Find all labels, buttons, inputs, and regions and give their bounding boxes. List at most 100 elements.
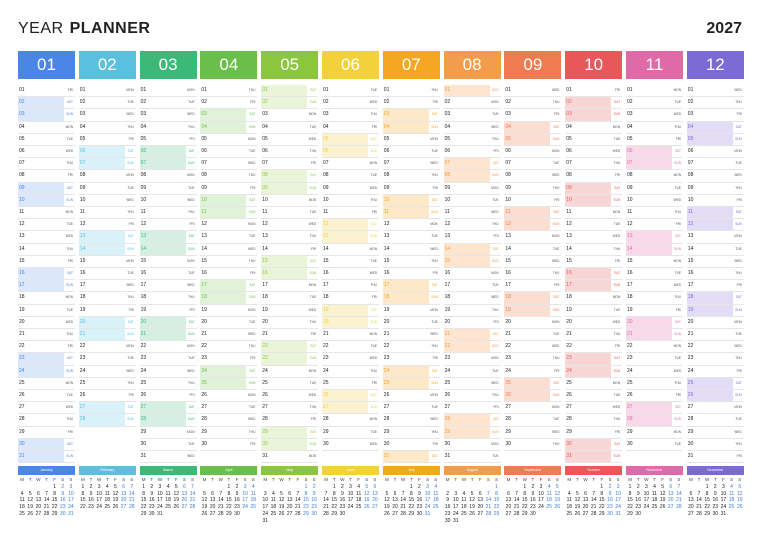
day-row[interactable]: 02 TUE <box>78 97 136 110</box>
day-row[interactable]: 29 THU <box>200 427 258 439</box>
day-row[interactable]: 05 SAT <box>322 133 379 146</box>
day-row[interactable]: 07 FRI <box>261 158 319 171</box>
day-row[interactable]: 18 THU <box>626 292 683 305</box>
day-row[interactable]: 02 TUE <box>139 97 197 110</box>
day-row[interactable]: 08 TUE <box>322 170 379 183</box>
day-row[interactable]: 16 TUE <box>78 268 136 281</box>
day-row[interactable]: 23 THU <box>504 353 562 366</box>
day-row[interactable]: 02 TUE <box>626 97 683 110</box>
day-row[interactable]: 29 WED <box>504 427 562 439</box>
day-row[interactable]: 04 MON <box>565 122 623 134</box>
day-row[interactable]: 12 THU <box>443 219 501 232</box>
day-row[interactable]: 01 MON <box>139 85 197 98</box>
day-row[interactable]: 13 FRI <box>443 231 501 244</box>
day-row[interactable]: 30 FRI <box>382 439 440 451</box>
day-row[interactable]: 11 SUN <box>200 207 258 220</box>
day-row[interactable]: 19 SUN <box>686 304 744 317</box>
day-row[interactable]: 05 WED <box>261 134 319 146</box>
day-row[interactable]: 01 FRI <box>18 85 75 98</box>
day-row[interactable]: 24 THU <box>322 366 379 378</box>
day-row[interactable]: 20 MON <box>686 317 744 329</box>
day-row[interactable]: 24 FRI <box>504 366 562 378</box>
day-row[interactable]: 02 THU <box>686 97 744 110</box>
day-row[interactable]: 01 WED <box>686 85 744 98</box>
day-row[interactable]: 08 SAT <box>261 170 319 183</box>
day-row[interactable]: 28 SAT <box>443 414 501 427</box>
day-row[interactable]: 01 TUE <box>322 85 379 98</box>
day-row[interactable]: 04 SAT <box>504 121 562 134</box>
day-row[interactable]: 03 SUN <box>565 109 623 122</box>
day-row[interactable]: 11 SAT <box>686 207 744 220</box>
day-row[interactable]: 28 THU <box>18 414 75 427</box>
day-row[interactable]: 16 SAT <box>565 268 623 281</box>
day-row[interactable]: 20 THU <box>261 317 319 329</box>
day-row[interactable]: 05 MON <box>200 134 258 146</box>
day-row[interactable]: 04 SAT <box>686 121 744 134</box>
day-row[interactable]: 26 THU <box>443 390 501 403</box>
day-row[interactable]: 04 THU <box>626 122 683 134</box>
day-row[interactable]: 08 MON <box>78 170 136 183</box>
day-row[interactable]: 14 FRI <box>261 244 319 256</box>
day-row[interactable]: 04 SUN <box>200 121 258 134</box>
day-row[interactable]: 20 MON <box>504 317 562 329</box>
day-row[interactable]: 10 SAT <box>382 194 440 207</box>
day-row[interactable]: 31 SUN <box>565 451 623 464</box>
day-row[interactable]: 22 MON <box>626 341 683 354</box>
day-row[interactable]: 25 SUN <box>200 377 258 390</box>
day-row[interactable]: 28 THU <box>565 414 623 427</box>
day-row[interactable]: 19 THU <box>443 305 501 317</box>
day-row[interactable]: 19 SAT <box>322 304 379 317</box>
day-row[interactable]: 12 TUE <box>18 219 75 232</box>
day-row[interactable]: 29 SUN <box>443 426 501 439</box>
day-row[interactable]: 30 SUN <box>261 438 319 451</box>
day-row[interactable]: 15 FRI <box>18 256 75 268</box>
day-row[interactable]: 23 TUE <box>78 353 136 366</box>
day-row[interactable]: 13 TUE <box>382 231 440 244</box>
day-row[interactable]: 04 THU <box>139 122 197 134</box>
day-row[interactable]: 15 MON <box>139 256 197 268</box>
day-row[interactable]: 28 WED <box>382 414 440 427</box>
day-row[interactable]: 10 SUN <box>565 194 623 207</box>
day-row[interactable]: 26 WED <box>261 390 319 403</box>
day-row[interactable]: 14 SUN <box>139 243 197 256</box>
day-row[interactable]: 13 MON <box>686 231 744 244</box>
day-row[interactable]: 21 FRI <box>261 329 319 342</box>
day-row[interactable]: 13 SUN <box>322 231 379 244</box>
day-row[interactable]: 10 SAT <box>200 194 258 207</box>
day-row[interactable]: 23 SAT <box>565 353 623 366</box>
day-row[interactable]: 07 SAT <box>443 158 501 171</box>
day-row[interactable]: 20 SAT <box>626 316 683 329</box>
day-row[interactable]: 25 SAT <box>504 377 562 390</box>
day-row[interactable]: 19 FRI <box>139 305 197 317</box>
day-row[interactable]: 19 FRI <box>626 305 683 317</box>
day-row[interactable]: 01 SAT <box>261 85 319 98</box>
day-row[interactable]: 07 WED <box>382 158 440 171</box>
day-row[interactable]: 03 WED <box>78 109 136 122</box>
day-row[interactable]: 30 WED <box>322 439 379 451</box>
day-row[interactable]: 12 SUN <box>504 219 562 232</box>
day-row[interactable]: 26 FRI <box>139 390 197 403</box>
day-row[interactable]: 26 SUN <box>686 390 744 403</box>
day-row[interactable]: 27 MON <box>504 402 562 415</box>
day-row[interactable]: 22 MON <box>78 341 136 354</box>
day-row[interactable]: 19 WED <box>261 305 319 317</box>
day-row[interactable]: 21 SAT <box>443 329 501 342</box>
day-row[interactable]: 17 SAT <box>382 280 440 293</box>
day-row[interactable]: 03 SAT <box>382 109 440 122</box>
day-row[interactable]: 01 SUN <box>443 85 501 98</box>
day-row[interactable]: 18 TUE <box>261 292 319 305</box>
day-row[interactable]: 29 FRI <box>565 427 623 439</box>
day-row[interactable]: 02 FRI <box>382 97 440 110</box>
day-row[interactable]: 30 THU <box>504 439 562 451</box>
day-row[interactable]: 05 SUN <box>686 133 744 146</box>
day-row[interactable]: 22 THU <box>382 341 440 354</box>
day-row[interactable]: 11 THU <box>626 207 683 220</box>
day-row[interactable]: 12 MON <box>382 219 440 232</box>
day-row[interactable]: 18 MON <box>18 292 75 305</box>
day-row[interactable]: 15 TUE <box>322 256 379 268</box>
day-row[interactable]: 06 SAT <box>139 146 197 159</box>
day-row[interactable]: 14 THU <box>18 244 75 256</box>
day-row[interactable]: 26 TUE <box>565 390 623 403</box>
day-row[interactable]: 01 WED <box>504 85 562 98</box>
day-row[interactable]: 21 MON <box>322 329 379 342</box>
